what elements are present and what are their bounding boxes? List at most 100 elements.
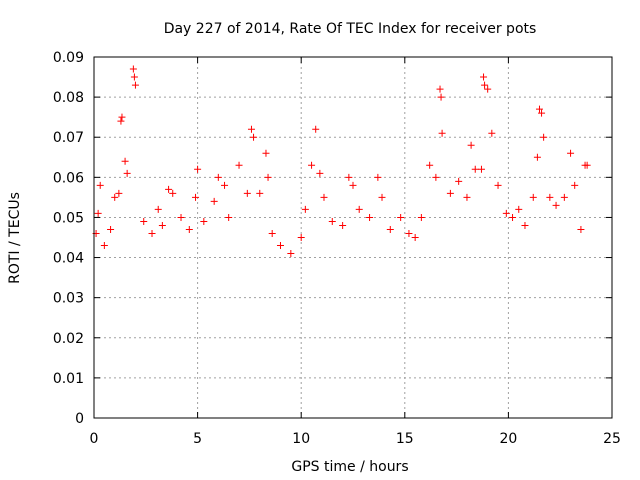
data-point	[437, 93, 445, 101]
data-point	[515, 205, 523, 213]
data-point	[158, 221, 166, 229]
data-point	[262, 149, 270, 157]
data-point	[529, 193, 537, 201]
data-point	[546, 193, 554, 201]
data-point	[320, 193, 328, 201]
x-tick-label: 5	[193, 431, 202, 447]
data-point	[538, 109, 546, 117]
data-point	[210, 197, 218, 205]
data-point	[374, 173, 382, 181]
data-point	[467, 141, 475, 149]
y-tick-label: 0.09	[53, 50, 84, 66]
data-point	[540, 133, 548, 141]
data-point	[154, 205, 162, 213]
data-point	[185, 225, 193, 233]
data-point	[521, 221, 529, 229]
data-point	[169, 189, 177, 197]
grid-lines	[94, 57, 612, 418]
data-point	[438, 129, 446, 137]
data-point	[177, 213, 185, 221]
y-tick-label: 0.07	[53, 130, 84, 146]
y-tick-label: 0.02	[53, 331, 84, 347]
plot-frame	[93, 56, 613, 419]
data-point	[488, 129, 496, 137]
data-point	[194, 165, 202, 173]
data-point	[432, 173, 440, 181]
data-point	[225, 213, 233, 221]
data-point	[349, 181, 357, 189]
data-point	[140, 217, 148, 225]
data-point	[386, 225, 394, 233]
data-point	[471, 165, 479, 173]
data-point	[571, 181, 579, 189]
data-point	[345, 173, 353, 181]
y-tick-label: 0.04	[53, 251, 84, 267]
data-point	[276, 242, 284, 250]
y-tick-label: 0.01	[53, 371, 84, 387]
data-point	[577, 225, 585, 233]
data-point	[297, 234, 305, 241]
data-point	[247, 125, 255, 133]
data-point	[426, 161, 434, 169]
data-point	[480, 73, 488, 81]
axis-ticks: 0 0.01 0.02 0.03 0.04 0.05 0.06 0.07 0.08 0.09 0 5 1…	[53, 50, 621, 447]
data-point	[484, 85, 492, 93]
x-tick-label: 10	[292, 431, 310, 447]
data-point	[111, 193, 119, 201]
data-point	[405, 229, 413, 237]
data-point	[481, 81, 489, 89]
data-point	[287, 250, 295, 258]
data-point	[130, 73, 138, 81]
data-point	[131, 81, 139, 89]
data-point	[397, 213, 405, 221]
data-point	[417, 213, 425, 221]
data-point	[268, 229, 276, 237]
x-tick-label: 0	[90, 431, 99, 447]
x-tick-label: 20	[499, 431, 517, 447]
data-point	[316, 169, 324, 177]
data-point	[96, 181, 104, 189]
y-tick-label: 0	[75, 411, 84, 427]
data-point	[328, 217, 336, 225]
data-point	[301, 205, 309, 213]
data-point	[455, 177, 463, 185]
data-point	[100, 242, 108, 250]
data-point	[250, 133, 258, 141]
data-point	[494, 181, 502, 189]
y-axis-label: ROTI / TECUs	[7, 192, 23, 284]
chart-title: Day 227 of 2014, Rate Of TEC Index for r…	[164, 21, 537, 37]
data-point	[552, 201, 560, 209]
data-point	[567, 149, 575, 157]
data-point	[436, 85, 444, 93]
x-tick-label: 25	[603, 431, 621, 447]
y-tick-label: 0.05	[53, 210, 84, 226]
data-point	[535, 105, 543, 113]
x-tick-label: 15	[396, 431, 414, 447]
data-point	[560, 193, 568, 201]
y-tick-label: 0.08	[53, 90, 84, 106]
data-point	[502, 209, 510, 217]
data-point	[308, 161, 316, 169]
data-point	[115, 189, 123, 197]
data-point	[256, 189, 264, 197]
data-point	[118, 113, 126, 121]
data-point	[411, 234, 419, 241]
data-point	[94, 209, 102, 217]
data-point	[339, 221, 347, 229]
data-point	[235, 161, 243, 169]
data-point	[214, 173, 222, 181]
data-point	[243, 189, 251, 197]
data-point	[355, 205, 363, 213]
data-point	[123, 169, 131, 177]
x-axis-label: GPS time / hours	[291, 459, 408, 475]
y-tick-label: 0.03	[53, 291, 84, 307]
data-point	[121, 157, 129, 165]
data-point	[200, 217, 208, 225]
data-point	[264, 173, 272, 181]
data-point	[107, 225, 115, 233]
data-point	[129, 65, 137, 73]
y-tick-label: 0.06	[53, 170, 84, 186]
data-point	[583, 161, 591, 169]
data-point	[148, 229, 156, 237]
